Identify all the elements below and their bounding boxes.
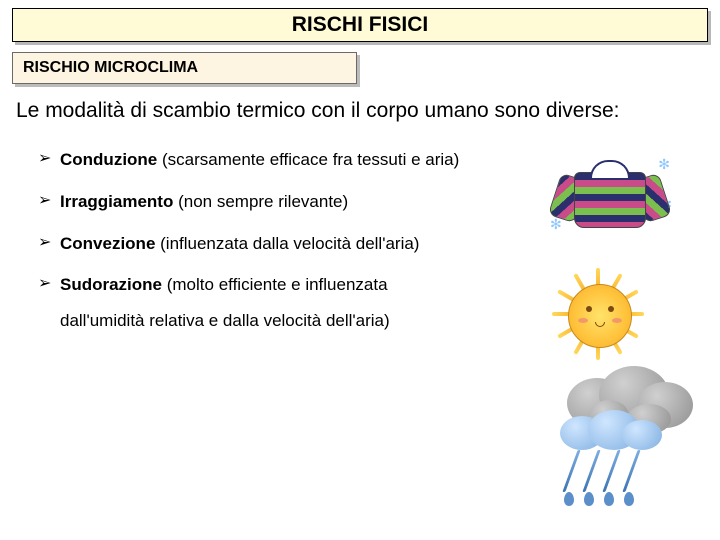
rain-icon	[550, 410, 670, 510]
list-item: Convezione (influenzata dalla velocità d…	[38, 226, 468, 262]
list-item: Sudorazione (molto efficiente e influenz…	[38, 267, 468, 338]
list-item: Irraggiamento (non sempre rilevante)	[38, 184, 468, 220]
bullet-bold: Sudorazione	[60, 275, 162, 294]
bullet-list: Conduzione (scarsamente efficace fra tes…	[38, 142, 468, 338]
bullet-bold: Irraggiamento	[60, 192, 173, 211]
sun-icon	[540, 260, 660, 370]
bullet-rest: (influenzata dalla velocità dell'aria)	[155, 234, 419, 253]
bullet-rest: (non sempre rilevante)	[173, 192, 348, 211]
subtitle: RISCHIO MICROCLIMA	[23, 59, 346, 77]
subtitle-box: RISCHIO MICROCLIMA	[12, 52, 357, 84]
snowflake-icon: ✻	[658, 156, 670, 173]
bullet-bold: Conduzione	[60, 150, 157, 169]
bullet-rest: (scarsamente efficace fra tessuti e aria…	[157, 150, 459, 169]
list-item: Conduzione (scarsamente efficace fra tes…	[38, 142, 468, 178]
intro-text: Le modalità di scambio termico con il co…	[16, 98, 704, 124]
sweater-icon: ✻ ✻ ✻	[550, 156, 670, 236]
title-box: RISCHI FISICI	[12, 8, 708, 42]
page-title: RISCHI FISICI	[13, 13, 707, 37]
illustrations: ✻ ✻ ✻	[500, 150, 700, 510]
bullet-bold: Convezione	[60, 234, 155, 253]
